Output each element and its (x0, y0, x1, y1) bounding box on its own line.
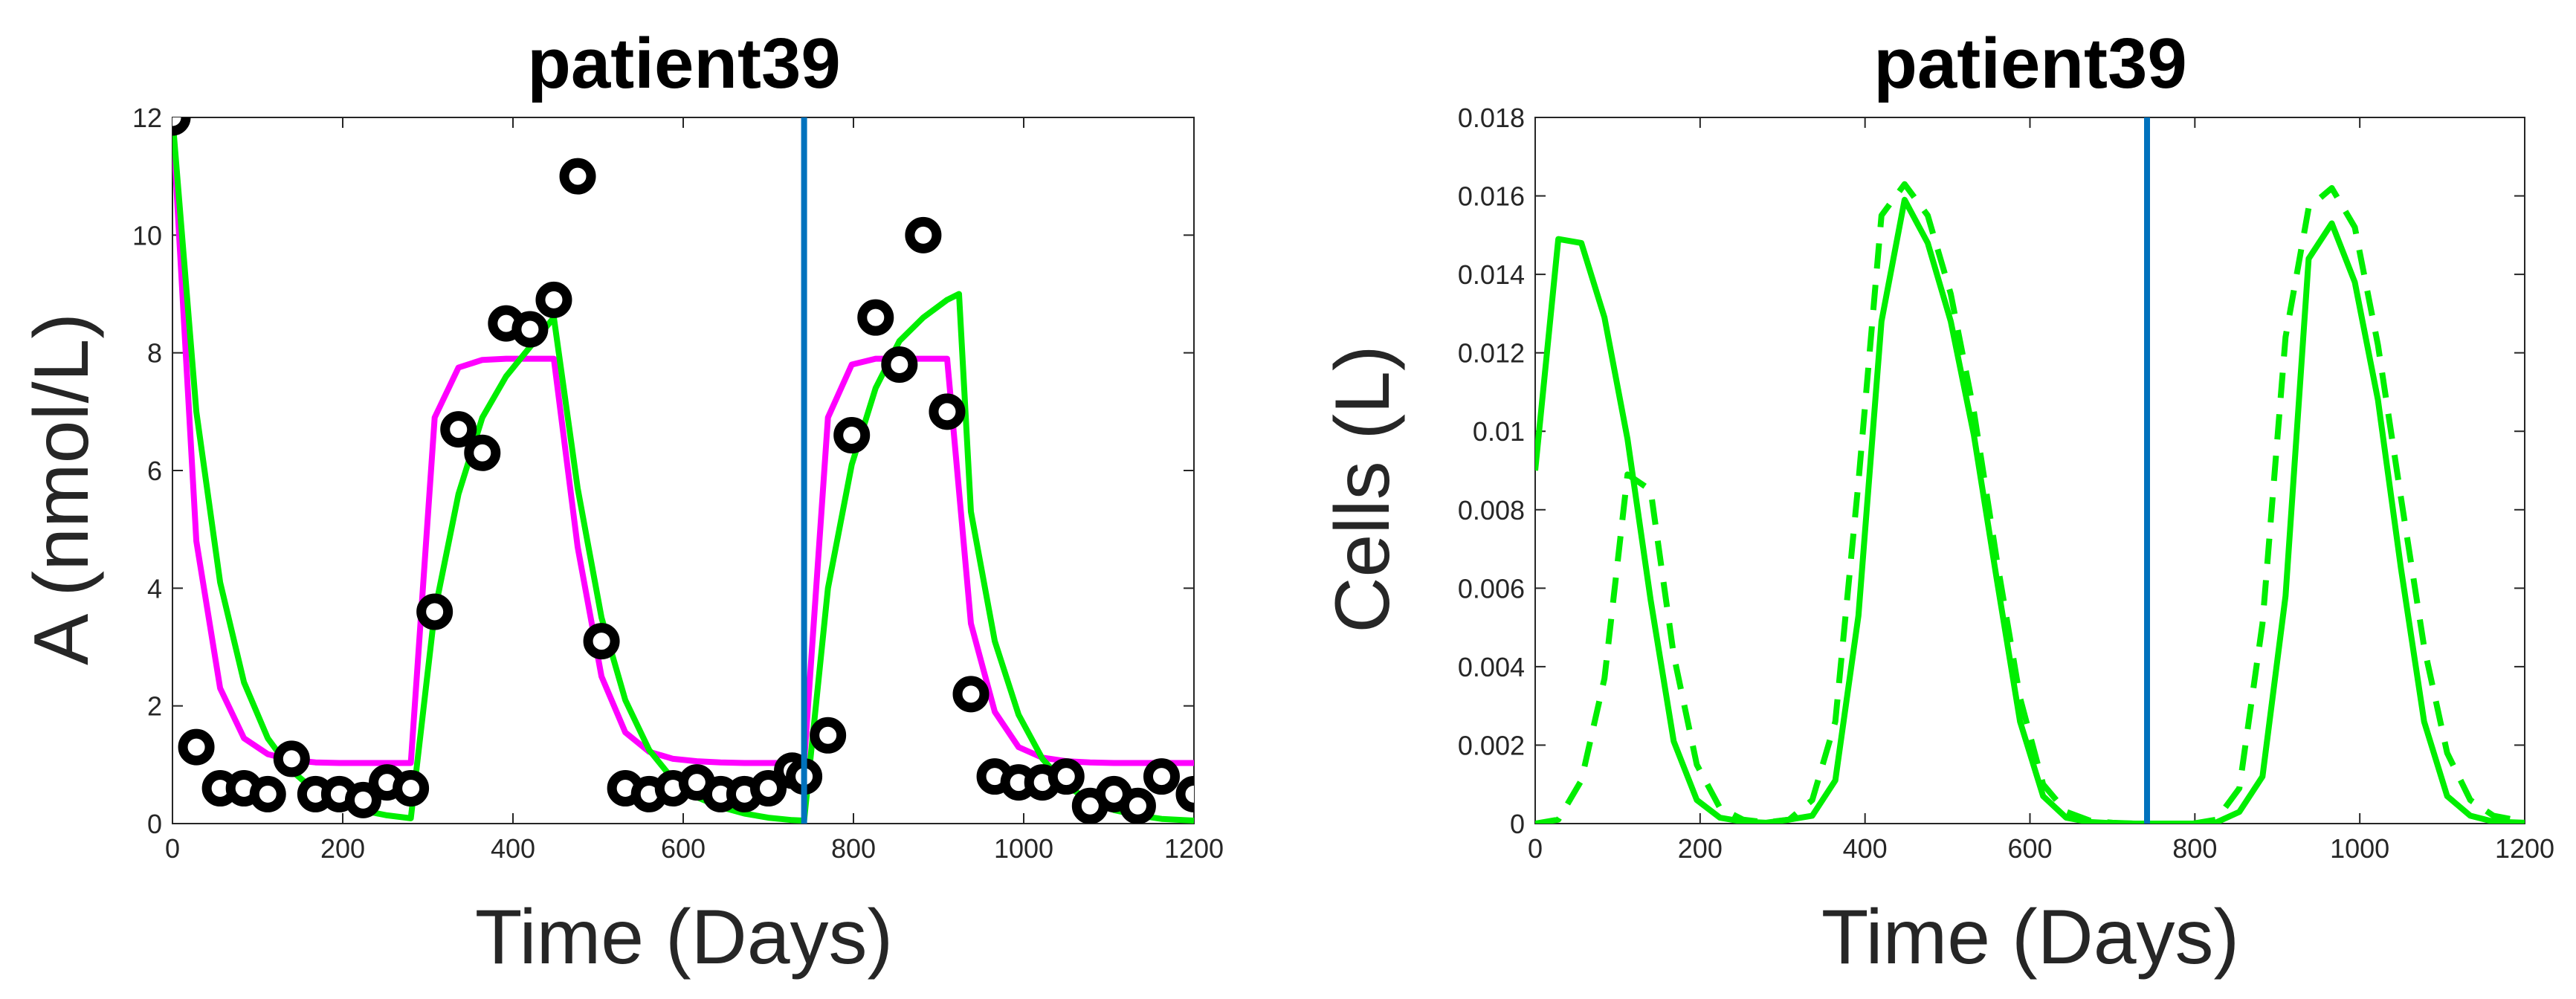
x-tick-label: 600 (661, 833, 706, 864)
x-tick-label: 200 (1678, 833, 1723, 864)
x-tick-label: 800 (2172, 833, 2217, 864)
x-tick-label: 600 (2007, 833, 2052, 864)
x-axis-label: Time (Days) (1821, 894, 2239, 980)
y-tick-label: 0.008 (1458, 495, 1525, 526)
series-line-1 (1535, 181, 2525, 824)
chart-right: patient39 Time (Days) Cells (L) 0 200 400 6… (1320, 24, 2554, 980)
data-point (1119, 787, 1156, 824)
x-tick-label: 400 (1843, 833, 1888, 864)
chart-title: patient39 (527, 24, 840, 103)
x-tick-label: 1200 (2495, 833, 2554, 864)
y-tick-label: 0.012 (1458, 338, 1525, 369)
y-tick-label: 10 (132, 220, 162, 250)
data-point (929, 393, 966, 430)
data-point (416, 593, 453, 630)
y-tick-label: 4 (147, 573, 162, 604)
data-point (952, 676, 990, 713)
y-tick-label: 0.016 (1458, 181, 1525, 212)
plot-frame (1534, 117, 2525, 824)
y-tick-label: 12 (132, 103, 162, 133)
y-tick-label: 0.004 (1458, 652, 1525, 682)
series-line-1 (172, 117, 1194, 824)
series-line-0 (172, 117, 1194, 766)
data-point (535, 281, 572, 318)
data-point (393, 770, 430, 806)
x-tick-label: 1000 (994, 833, 1053, 864)
data-point (1175, 775, 1194, 812)
data-point (440, 411, 477, 448)
data-point (464, 434, 501, 471)
y-tick-label: 6 (147, 456, 162, 486)
data-point (750, 770, 787, 806)
x-tick-label: 1200 (1164, 833, 1224, 864)
data-point (249, 775, 286, 812)
data-point (905, 216, 942, 253)
y-tick-label: 0.014 (1458, 259, 1525, 290)
x-tick-label: 400 (491, 833, 535, 864)
y-tick-label: 0.002 (1458, 730, 1525, 760)
data-point (511, 311, 549, 348)
x-tick-label: 0 (165, 833, 180, 864)
x-tick-label: 0 (1528, 833, 1543, 864)
y-tick-label: 0.018 (1458, 103, 1525, 133)
data-point (833, 417, 871, 453)
data-point (172, 117, 191, 136)
x-tick-label: 1000 (2330, 833, 2389, 864)
data-point (583, 623, 620, 660)
y-tick-label: 0.01 (1473, 416, 1525, 447)
data-point (810, 717, 847, 754)
x-tick-label: 200 (320, 833, 365, 864)
y-axis-label: A (nmol/L) (19, 313, 105, 665)
y-axis-label: Cells (L) (1320, 345, 1406, 633)
x-axis-label: Time (Days) (475, 894, 893, 980)
plot-frame (172, 117, 1195, 824)
data-point (344, 781, 381, 818)
chart-left: patient39 Time (Days) A (nmol/L) 0 200 400… (19, 24, 1224, 980)
data-point (857, 299, 894, 336)
y-tick-label: 0 (1510, 809, 1525, 839)
data-point (178, 728, 215, 766)
data-point (1047, 758, 1085, 795)
x-tick-label: 800 (831, 833, 876, 864)
data-point (273, 740, 310, 777)
chart-title: patient39 (1873, 24, 2186, 103)
series-line-0 (1535, 196, 2525, 824)
y-tick-label: 0 (147, 809, 162, 839)
data-point (559, 158, 596, 195)
data-point (1143, 758, 1180, 795)
data-point (881, 346, 918, 383)
y-tick-label: 2 (147, 691, 162, 722)
y-tick-label: 8 (147, 338, 162, 369)
y-tick-label: 0.006 (1458, 573, 1525, 604)
